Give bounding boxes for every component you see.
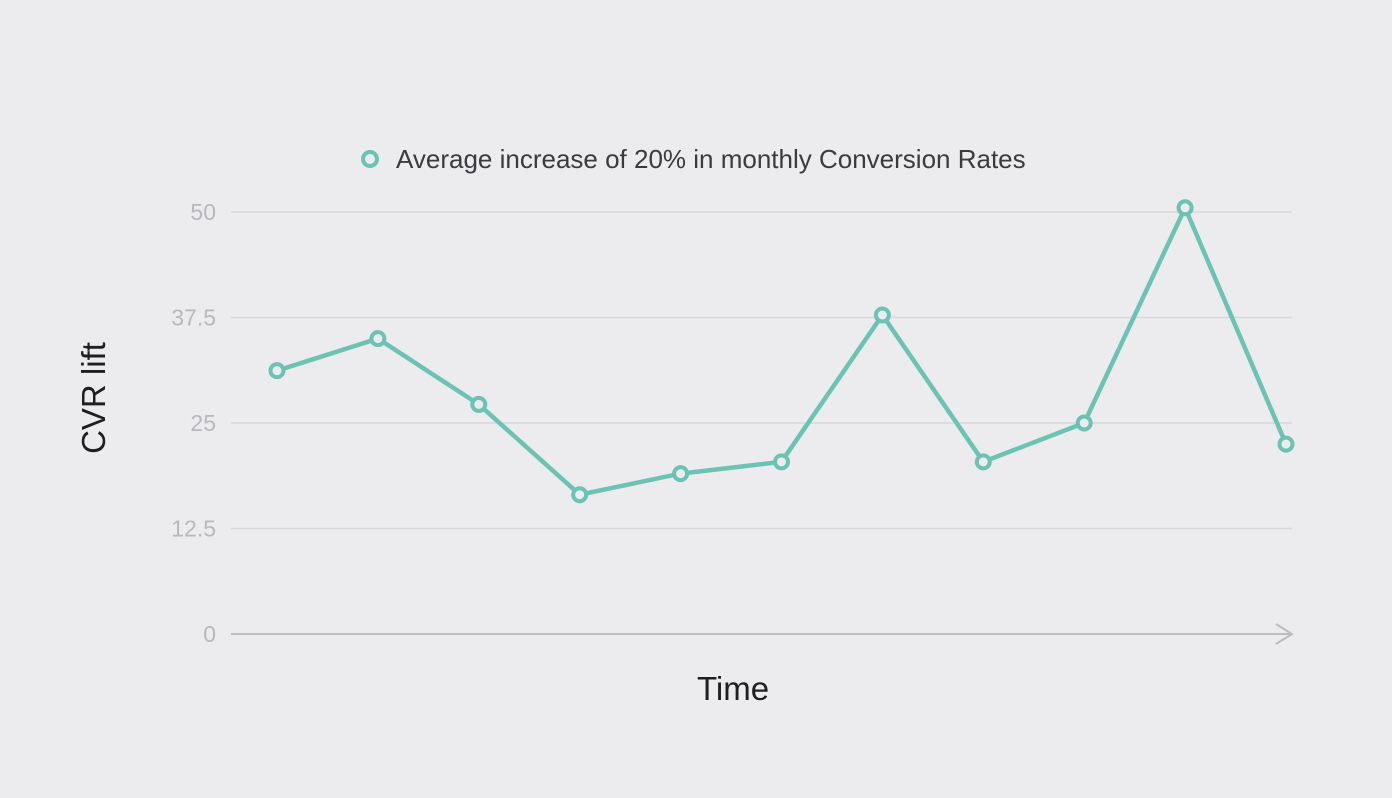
data-point[interactable] bbox=[1277, 435, 1295, 453]
y-tick-label: 12.5 bbox=[171, 516, 216, 542]
legend-label: Average increase of 20% in monthly Conve… bbox=[396, 144, 1026, 174]
data-point[interactable] bbox=[773, 453, 790, 471]
data-point[interactable] bbox=[268, 362, 286, 380]
data-point[interactable] bbox=[369, 330, 387, 348]
data-point[interactable] bbox=[672, 465, 690, 483]
legend-marker bbox=[361, 150, 379, 168]
data-point[interactable] bbox=[974, 453, 992, 471]
y-tick-label: 25 bbox=[190, 410, 216, 436]
data-point[interactable] bbox=[1075, 414, 1093, 432]
y-axis-title: CVR lift bbox=[75, 342, 112, 454]
x-axis-title: Time bbox=[697, 670, 769, 707]
y-tick-label: 50 bbox=[190, 199, 216, 225]
x-axis-arrow-icon bbox=[1275, 623, 1294, 645]
grid bbox=[231, 211, 1292, 530]
x-axis bbox=[231, 623, 1294, 645]
data-point[interactable] bbox=[1176, 199, 1194, 217]
y-tick-label: 37.5 bbox=[171, 305, 216, 331]
data-point[interactable] bbox=[873, 306, 891, 324]
y-axis-ticks: 0 12.5 25 37.5 50 bbox=[171, 199, 216, 647]
series-line bbox=[274, 205, 1289, 497]
data-point[interactable] bbox=[470, 395, 488, 413]
data-point[interactable] bbox=[571, 486, 589, 504]
legend: Average increase of 20% in monthly Conve… bbox=[361, 144, 1026, 174]
y-tick-label: 0 bbox=[203, 621, 216, 647]
series-layer bbox=[268, 199, 1295, 504]
